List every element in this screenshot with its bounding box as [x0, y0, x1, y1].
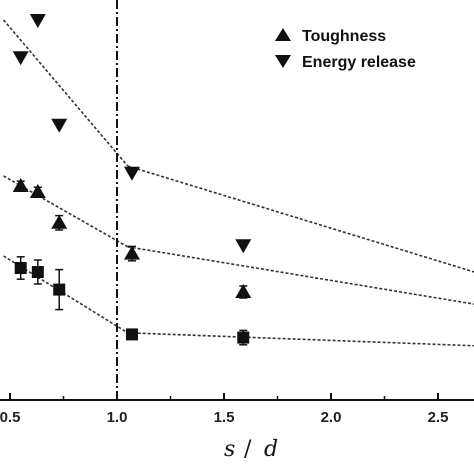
fit-lines — [2, 19, 474, 347]
data-point-energy-release — [235, 239, 252, 254]
data-point-energy-release — [12, 51, 29, 66]
data-point-toughness — [12, 178, 29, 192]
fit-line — [127, 165, 474, 273]
x-tick-label: 1.0 — [107, 409, 128, 426]
data-point-toughness — [123, 245, 140, 260]
data-point-energy-release — [29, 14, 46, 28]
x-tick-label: 0.5 — [0, 409, 20, 426]
data-point-energy-release — [123, 166, 140, 181]
fit-line — [127, 332, 474, 347]
data-point-square — [14, 262, 27, 274]
data-markers — [12, 14, 252, 344]
x-axis-title: s / d — [224, 437, 278, 462]
data-point-toughness — [51, 214, 68, 229]
legend-label-energy-release: Energy release — [302, 54, 416, 71]
data-point-energy-release — [51, 118, 68, 133]
x-tick-label: 2.5 — [428, 409, 449, 426]
x-tick-label: 1.5 — [214, 409, 235, 426]
fit-line — [2, 19, 129, 167]
fit-line — [3, 175, 129, 248]
data-point-square — [237, 331, 250, 344]
error-bars — [16, 180, 248, 346]
data-point-square — [31, 266, 44, 278]
x-axis-title-slash: / — [244, 437, 252, 462]
x-axis-title-s: s — [224, 437, 235, 462]
legend-label-toughness: Toughness — [302, 28, 386, 45]
data-point-square — [125, 328, 138, 341]
data-point-toughness — [29, 184, 46, 198]
legend-marker-energy-release — [275, 55, 291, 68]
x-axis-title-d: d — [264, 437, 278, 462]
x-tick-label: 2.0 — [321, 409, 342, 426]
data-point-square — [53, 283, 66, 296]
legend-marker-toughness — [275, 28, 291, 41]
data-point-toughness — [235, 284, 252, 298]
x-axis-tick-labels: 0.5 1.0 1.5 2.0 2.5 — [0, 409, 448, 426]
x-axis-ticks — [9, 393, 439, 400]
fit-line — [3, 255, 129, 334]
legend: Toughness Energy release — [275, 28, 416, 71]
